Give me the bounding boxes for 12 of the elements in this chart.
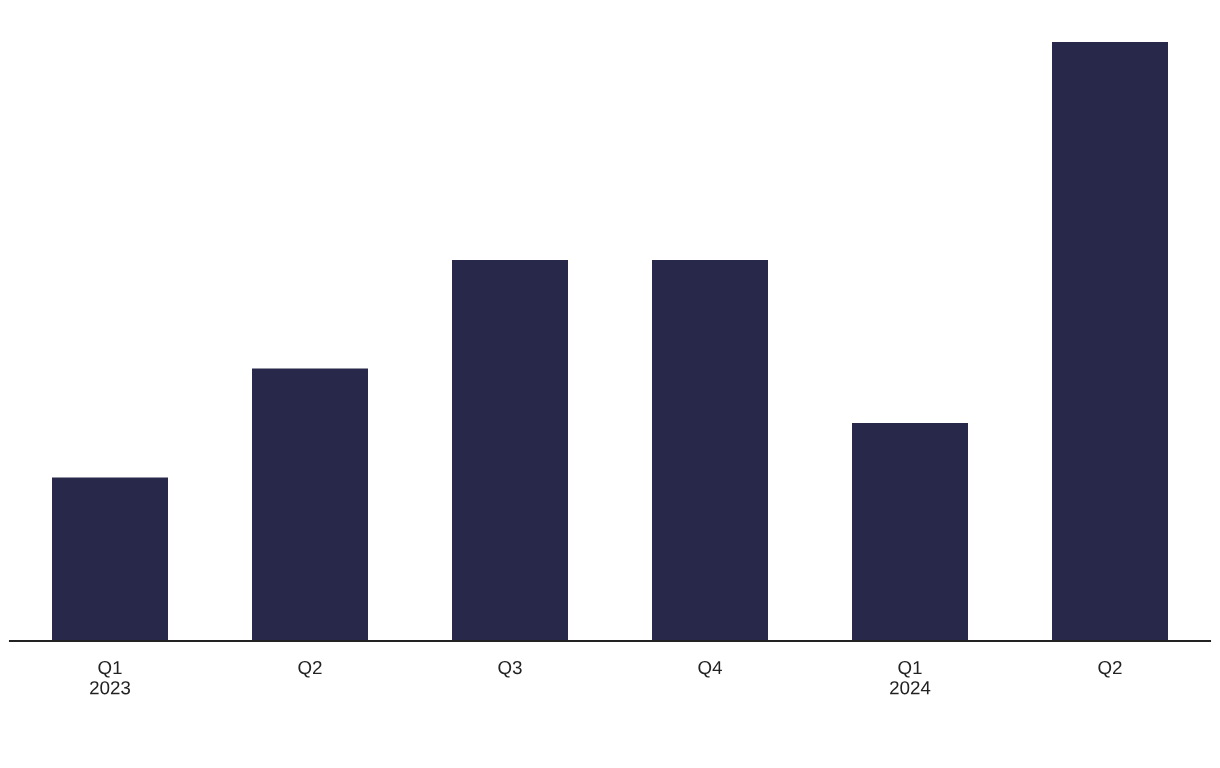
bar <box>1052 42 1168 641</box>
x-tick-label: Q1 2023 <box>90 660 131 695</box>
bar <box>52 477 168 641</box>
x-tick-label: Q4 <box>698 660 722 678</box>
x-tick-label: Q3 <box>498 660 522 678</box>
bar <box>852 422 968 641</box>
x-tick-label: Q2 <box>298 660 322 678</box>
bar <box>252 368 368 641</box>
x-tick-label: Q2 <box>1098 660 1122 678</box>
bar <box>652 260 768 641</box>
x-tick-label: Q1 2024 <box>890 660 931 695</box>
bar <box>452 260 568 641</box>
